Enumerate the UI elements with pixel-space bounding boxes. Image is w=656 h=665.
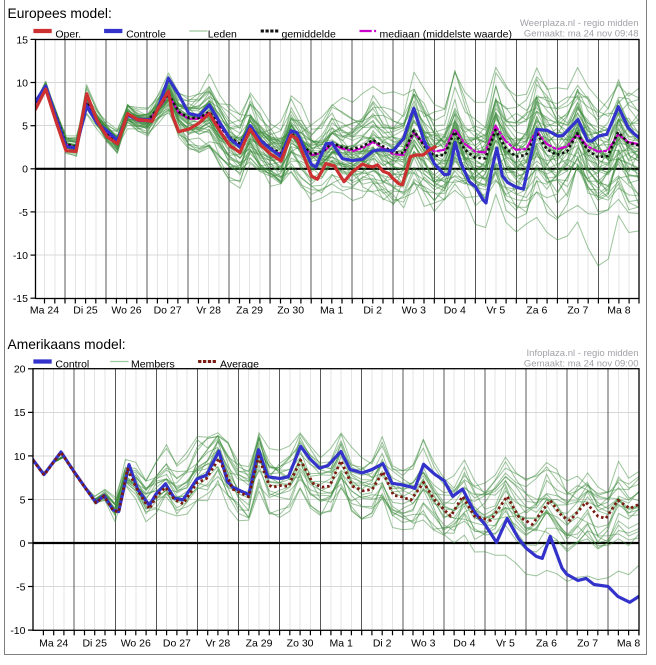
- svg-text:Weerplaza.nl - regio midden: Weerplaza.nl - regio midden: [520, 18, 639, 29]
- svg-text:Do 4: Do 4: [444, 305, 466, 317]
- svg-text:Gemaakt: ma 24 nov 09:48: Gemaakt: ma 24 nov 09:48: [524, 29, 639, 40]
- svg-text:Average: Average: [220, 358, 259, 370]
- svg-text:Controle: Controle: [126, 28, 166, 40]
- svg-text:Vr 5: Vr 5: [486, 305, 505, 317]
- svg-text:Zo 7: Zo 7: [567, 305, 588, 317]
- svg-text:Ma 1: Ma 1: [330, 638, 354, 650]
- svg-text:-15: -15: [13, 293, 28, 305]
- svg-text:20: 20: [14, 364, 26, 376]
- svg-text:Wo 3: Wo 3: [402, 305, 426, 317]
- svg-text:Ma 24: Ma 24: [39, 638, 68, 650]
- svg-text:-5: -5: [16, 581, 25, 593]
- svg-text:Members: Members: [131, 358, 175, 370]
- svg-text:Vr 5: Vr 5: [496, 638, 515, 650]
- svg-text:mediaan (middelste waarde): mediaan (middelste waarde): [380, 28, 512, 40]
- svg-text:Wo 26: Wo 26: [121, 638, 151, 650]
- svg-text:Di 25: Di 25: [82, 638, 107, 650]
- svg-text:5: 5: [22, 121, 28, 133]
- svg-text:Di 2: Di 2: [363, 305, 382, 317]
- svg-text:Zo 7: Zo 7: [577, 638, 598, 650]
- svg-text:Di 2: Di 2: [373, 638, 392, 650]
- svg-text:-5: -5: [19, 207, 28, 219]
- svg-text:Do 27: Do 27: [154, 305, 182, 317]
- svg-text:Wo 3: Wo 3: [411, 638, 435, 650]
- svg-text:15: 15: [14, 407, 26, 419]
- svg-text:Za 6: Za 6: [536, 638, 557, 650]
- svg-text:Ma 1: Ma 1: [320, 305, 344, 317]
- svg-text:Europees model:: Europees model:: [8, 6, 112, 21]
- svg-text:10: 10: [16, 77, 28, 89]
- svg-text:Ma 8: Ma 8: [617, 638, 641, 650]
- svg-text:-10: -10: [10, 625, 25, 637]
- svg-text:Vr 28: Vr 28: [196, 305, 221, 317]
- svg-text:Ma 8: Ma 8: [607, 305, 631, 317]
- svg-text:Gemaakt: ma 24 nov 09:00: Gemaakt: ma 24 nov 09:00: [524, 359, 639, 370]
- svg-text:Ma 24: Ma 24: [30, 305, 59, 317]
- svg-text:5: 5: [20, 494, 26, 506]
- svg-text:Control: Control: [55, 358, 89, 370]
- svg-text:Za 29: Za 29: [236, 305, 263, 317]
- svg-text:gemiddelde: gemiddelde: [282, 28, 336, 40]
- svg-text:Za 6: Za 6: [526, 305, 547, 317]
- svg-text:Oper.: Oper.: [55, 28, 81, 40]
- svg-text:Zo 30: Zo 30: [287, 638, 314, 650]
- svg-text:Vr 28: Vr 28: [206, 638, 231, 650]
- svg-text:Do 27: Do 27: [163, 638, 191, 650]
- svg-text:Di 25: Di 25: [73, 305, 98, 317]
- svg-text:0: 0: [20, 538, 26, 550]
- svg-text:Za 29: Za 29: [246, 638, 273, 650]
- svg-text:-10: -10: [13, 250, 28, 262]
- svg-text:10: 10: [14, 451, 26, 463]
- svg-text:Do 4: Do 4: [453, 638, 475, 650]
- svg-text:Wo 26: Wo 26: [111, 305, 141, 317]
- svg-text:Amerikaans model:: Amerikaans model:: [8, 337, 126, 352]
- svg-text:Zo 30: Zo 30: [277, 305, 304, 317]
- svg-text:Leden: Leden: [208, 28, 237, 40]
- svg-text:Infoplaza.nl - regio midden: Infoplaza.nl - regio midden: [527, 348, 639, 359]
- svg-text:15: 15: [16, 34, 28, 46]
- svg-text:0: 0: [22, 164, 28, 176]
